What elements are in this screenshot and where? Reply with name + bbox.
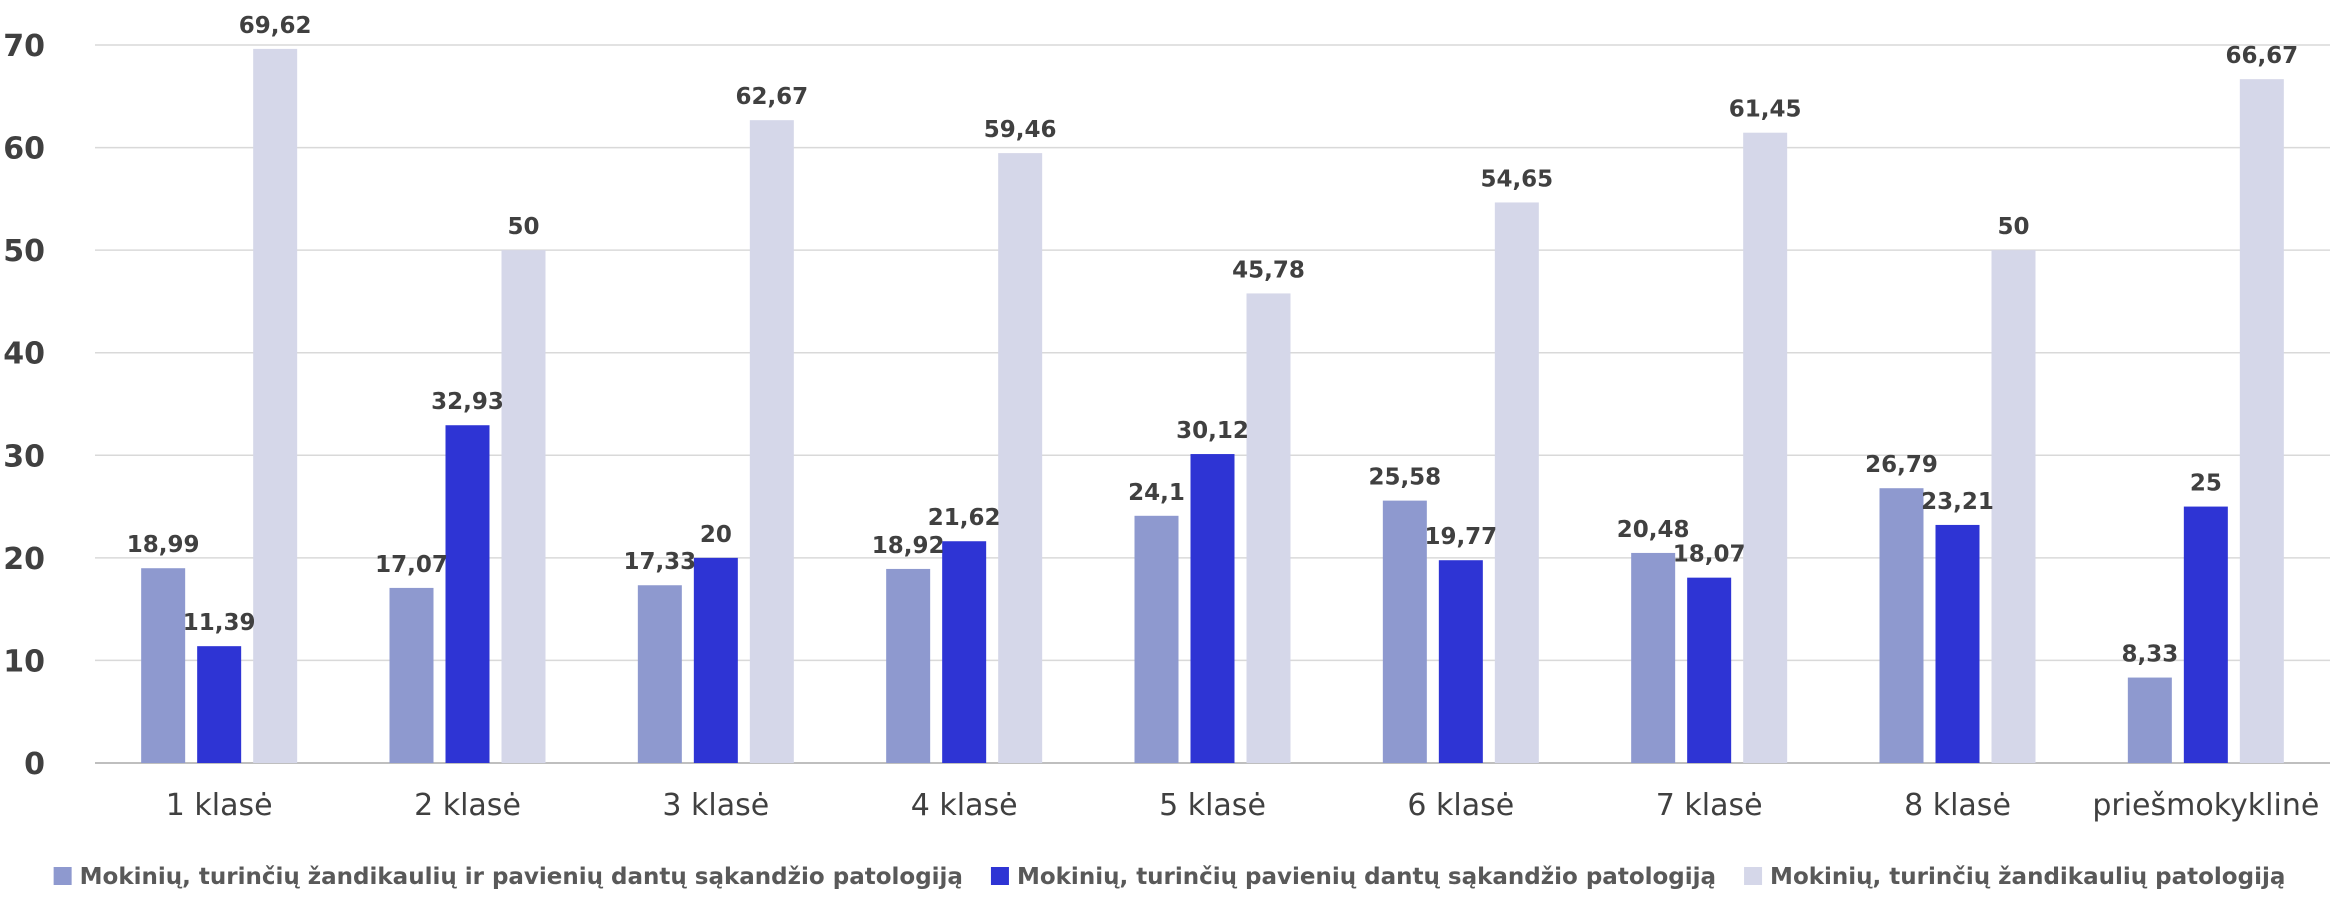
bar	[2127, 677, 2172, 763]
bar	[1438, 560, 1483, 763]
y-tick-label: 0	[24, 747, 45, 782]
data-label: 62,67	[735, 84, 808, 110]
x-category-label: 5 klasė	[1159, 788, 1266, 823]
bar	[693, 557, 738, 763]
bar	[1494, 202, 1539, 763]
y-tick-label: 50	[3, 234, 45, 269]
y-tick-label: 40	[3, 337, 45, 372]
data-label: 21,62	[928, 505, 1001, 531]
y-tick-label: 10	[3, 644, 45, 679]
bar	[197, 646, 242, 763]
data-label: 69,62	[239, 13, 312, 39]
x-axis-category-labels: 1 klasė 2 klasė 3 klasė 4 klasė 5 klasė 6 kla…	[166, 788, 2320, 823]
legend-swatch	[1744, 867, 1763, 885]
legend-swatch	[990, 867, 1009, 885]
bar	[1935, 524, 1980, 763]
data-label: 54,65	[1480, 166, 1553, 192]
data-label: 26,79	[1865, 452, 1938, 478]
bars	[141, 48, 2284, 764]
data-label: 30,12	[1176, 418, 1249, 444]
bar	[942, 541, 987, 763]
data-label: 18,07	[1673, 542, 1746, 568]
data-label: 25	[2190, 471, 2222, 497]
legend-label: Mokinių, turinčių žandikaulių patologiją	[1770, 864, 2285, 890]
legend[interactable]: Mokinių, turinčių žandikaulių ir pavieni…	[53, 864, 2286, 890]
x-category-label: 4 klasė	[911, 788, 1018, 823]
y-tick-label: 20	[3, 542, 45, 577]
data-label: 18,99	[127, 532, 200, 558]
bar	[1687, 577, 1732, 763]
x-category-label: 2 klasė	[414, 788, 521, 823]
data-label: 59,46	[984, 117, 1057, 143]
legend-swatch	[53, 867, 72, 885]
data-label: 18,92	[872, 533, 945, 559]
data-label: 50	[507, 214, 539, 240]
bar	[2239, 79, 2284, 763]
data-label: 20,48	[1617, 517, 1690, 543]
data-label: 24,1	[1128, 480, 1185, 506]
bar	[445, 425, 490, 763]
data-label: 20	[700, 522, 732, 548]
data-label: 17,07	[375, 552, 448, 578]
legend-item[interactable]: Mokinių, turinčių pavienių dantų sąkandž…	[990, 864, 1716, 890]
bar	[1382, 500, 1427, 763]
bar	[1743, 132, 1788, 763]
bar	[998, 153, 1043, 763]
bar	[2183, 506, 2228, 763]
data-label: 11,39	[183, 610, 256, 636]
y-tick-label: 60	[3, 132, 45, 167]
legend-item[interactable]: Mokinių, turinčių žandikaulių patologiją	[1744, 864, 2285, 890]
bar	[1246, 293, 1291, 763]
data-label: 17,33	[623, 549, 696, 575]
x-category-label: 1 klasė	[166, 788, 273, 823]
x-category-label: 3 klasė	[662, 788, 769, 823]
y-tick-label: 30	[3, 439, 45, 474]
data-label: 45,78	[1232, 257, 1305, 283]
bar	[886, 568, 931, 763]
bar	[1190, 454, 1235, 763]
bar	[637, 585, 682, 763]
data-label: 23,21	[1921, 489, 1994, 515]
data-label: 19,77	[1424, 524, 1497, 550]
x-category-label: 6 klasė	[1407, 788, 1514, 823]
legend-label: Mokinių, turinčių žandikaulių ir pavieni…	[80, 864, 963, 890]
data-label: 50	[1997, 214, 2029, 240]
y-axis-tick-labels: 0 10 20 30 40 50 60 70	[3, 29, 45, 782]
bar	[1991, 250, 2036, 764]
bar	[141, 568, 186, 763]
data-label: 8,33	[2121, 642, 2178, 668]
x-category-label: 7 klasė	[1656, 788, 1763, 823]
bar	[1879, 488, 1924, 763]
legend-item[interactable]: Mokinių, turinčių žandikaulių ir pavieni…	[53, 864, 963, 890]
data-label: 61,45	[1729, 97, 1802, 123]
legend-label: Mokinių, turinčių pavienių dantų sąkandž…	[1017, 864, 1716, 890]
y-tick-label: 70	[3, 29, 45, 64]
bar	[253, 48, 298, 764]
data-label: 32,93	[431, 389, 504, 415]
bar	[749, 120, 794, 763]
data-label: 25,58	[1368, 465, 1441, 491]
bar	[1631, 552, 1676, 763]
bar	[501, 250, 546, 764]
bar	[389, 587, 434, 763]
bar	[1134, 515, 1179, 763]
x-category-label: 8 klasė	[1904, 788, 2011, 823]
x-category-label: priešmokyklinė	[2092, 788, 2319, 823]
data-label: 66,67	[2225, 43, 2298, 69]
